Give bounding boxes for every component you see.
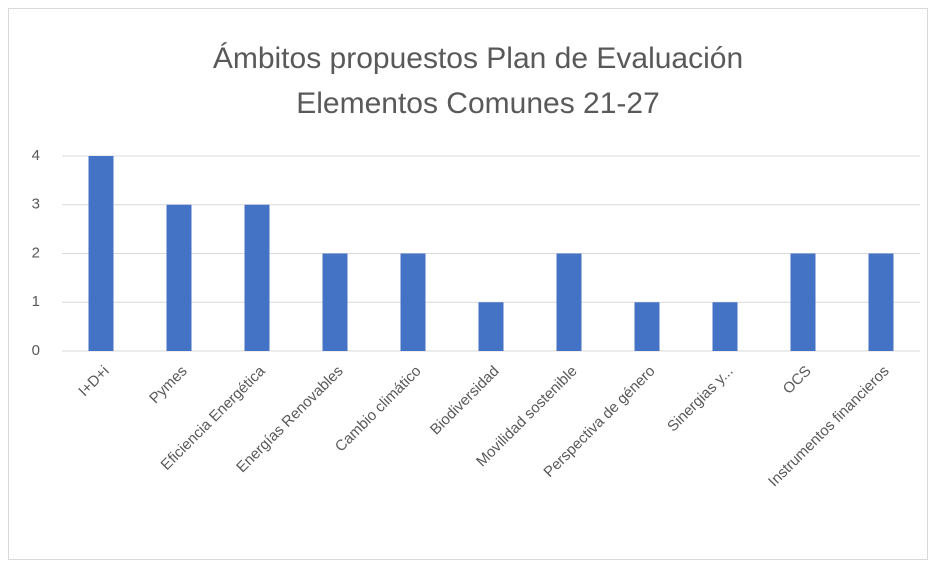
chart-title: Elementos Comunes 21-27 <box>296 87 660 120</box>
bar <box>556 253 582 351</box>
bar <box>400 253 426 351</box>
chart-title: Ámbitos propuestos Plan de Evaluación <box>213 42 743 75</box>
bar <box>244 204 270 351</box>
bar <box>790 253 816 351</box>
bar <box>166 204 192 351</box>
chart-border <box>8 8 928 560</box>
bar <box>88 156 114 351</box>
bar <box>322 253 348 351</box>
y-tick-label: 0 <box>32 342 40 359</box>
bar <box>712 302 738 351</box>
bar <box>478 302 504 351</box>
bar <box>634 302 660 351</box>
bar <box>868 253 894 351</box>
y-tick-label: 3 <box>32 196 40 213</box>
y-tick-label: 2 <box>32 244 40 261</box>
y-tick-label: 1 <box>32 293 40 310</box>
y-tick-label: 4 <box>32 147 40 164</box>
